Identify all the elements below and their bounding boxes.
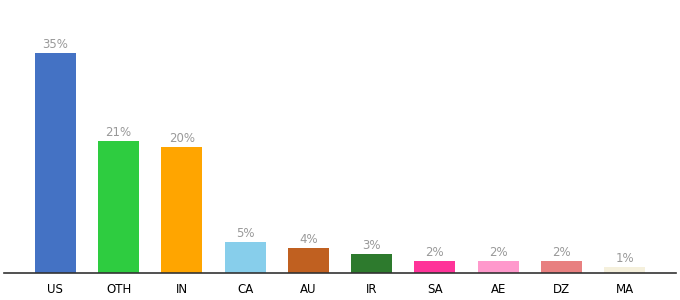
Text: 4%: 4% bbox=[299, 233, 318, 246]
Bar bbox=[604, 267, 645, 273]
Text: 1%: 1% bbox=[615, 252, 634, 265]
Text: 2%: 2% bbox=[426, 246, 444, 259]
Text: 5%: 5% bbox=[236, 227, 254, 240]
Bar bbox=[541, 260, 582, 273]
Bar bbox=[351, 254, 392, 273]
Text: 21%: 21% bbox=[105, 126, 132, 139]
Text: 3%: 3% bbox=[362, 239, 381, 252]
Text: 2%: 2% bbox=[552, 246, 571, 259]
Bar bbox=[288, 248, 329, 273]
Bar bbox=[477, 260, 519, 273]
Text: 35%: 35% bbox=[42, 38, 68, 51]
Bar bbox=[414, 260, 456, 273]
Text: 20%: 20% bbox=[169, 132, 194, 145]
Bar bbox=[35, 53, 76, 273]
Bar bbox=[224, 242, 266, 273]
Bar bbox=[161, 147, 203, 273]
Text: 2%: 2% bbox=[489, 246, 507, 259]
Bar bbox=[98, 141, 139, 273]
